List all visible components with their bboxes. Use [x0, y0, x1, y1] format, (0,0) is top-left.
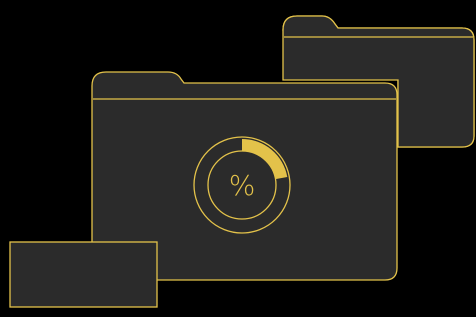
percent-gauge: % [194, 137, 290, 233]
page: % (() => { const data = JSON.parse(docum… [0, 0, 476, 317]
percent-symbol: % [229, 169, 256, 202]
card [10, 242, 157, 307]
illustration: % [0, 0, 476, 317]
